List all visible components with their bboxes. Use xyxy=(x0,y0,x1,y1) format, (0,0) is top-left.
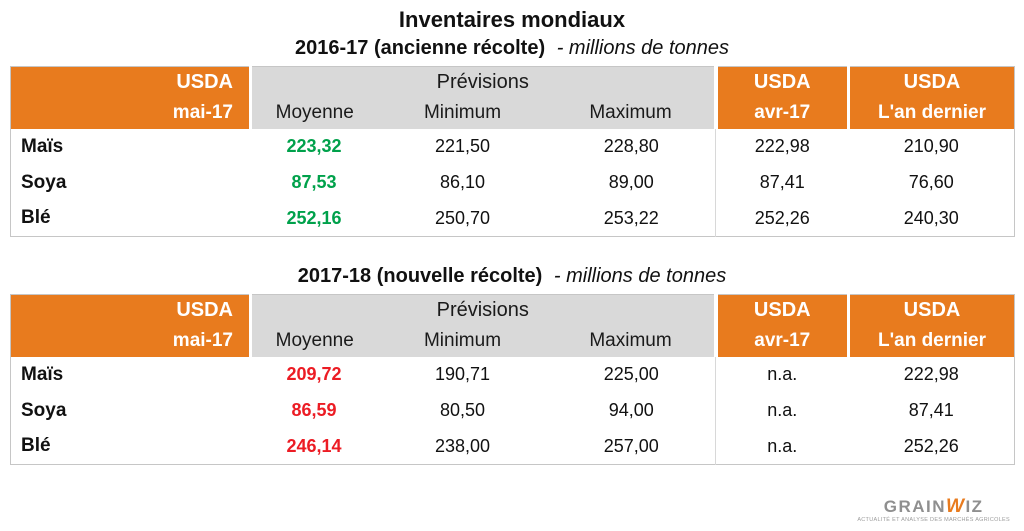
header-moyenne: Moyenne xyxy=(249,325,378,357)
subtitle-units-2017-18: - millions de tonnes xyxy=(553,265,727,287)
row-label: Maïs xyxy=(21,363,64,385)
cell-avr: n.a. xyxy=(715,392,849,429)
subtitle-2016-17: 2016-17 (ancienne récolte) - millions de… xyxy=(0,37,1024,60)
header-an-dernier: L'an dernier xyxy=(847,97,1015,129)
cell-dernier: 252,26 xyxy=(903,435,959,456)
cell-moyenne: 209,72 xyxy=(286,364,342,384)
grainwiz-logo: GRAINWIZ ACTUALITÉ ET ANALYSE DES MARCHÉ… xyxy=(857,496,1010,523)
header-usda-dernier: USDA xyxy=(847,66,1015,98)
inventory-table-2017-18: USDA Prévisions USDA USDA mai-17 Moyenne… xyxy=(10,294,1015,465)
header-previsions: Prévisions xyxy=(249,66,716,98)
header-an-dernier: L'an dernier xyxy=(847,325,1015,357)
table-wrap-2016-17: USDA Prévisions USDA USDA mai-17 Moyenne… xyxy=(10,66,1015,237)
header-usda-mai: USDA xyxy=(10,294,251,326)
table-row-ble: Blé 246,14 238,00 257,00 n.a. 252,26 xyxy=(11,428,1015,465)
cell-minimum: 221,50 xyxy=(434,136,491,156)
cell-moyenne: 223,32 xyxy=(286,136,342,156)
cell-moyenne: 87,53 xyxy=(291,172,337,192)
cell-maximum: 253,22 xyxy=(603,207,659,228)
cell-minimum: 86,10 xyxy=(439,172,486,192)
header-usda-avr: USDA xyxy=(713,66,849,98)
grainwiz-wordmark: GRAINWIZ xyxy=(857,496,1010,517)
logo-w-icon: W xyxy=(946,496,966,517)
row-label: Maïs xyxy=(21,135,64,157)
header-avr-17: avr-17 xyxy=(713,97,849,129)
table-row-mais: Maïs 209,72 190,71 225,00 n.a. 222,98 xyxy=(11,356,1015,393)
cell-dernier: 240,30 xyxy=(903,207,959,228)
cell-maximum: 94,00 xyxy=(608,400,654,420)
subtitle-units-2016-17: - millions de tonnes xyxy=(556,37,729,59)
table-row-mais: Maïs 223,32 221,50 228,80 222,98 210,90 xyxy=(11,128,1015,165)
cell-dernier: 76,60 xyxy=(908,172,954,192)
header-previsions: Prévisions xyxy=(249,294,716,326)
row-label: Blé xyxy=(21,435,51,457)
table-wrap-2017-18: USDA Prévisions USDA USDA mai-17 Moyenne… xyxy=(10,294,1015,465)
cell-maximum: 257,00 xyxy=(603,435,659,456)
cell-dernier: 222,98 xyxy=(903,364,959,384)
cell-minimum: 80,50 xyxy=(439,400,486,420)
header-usda-avr: USDA xyxy=(713,294,849,326)
page-title: Inventaires mondiaux xyxy=(398,7,626,32)
cell-maximum: 89,00 xyxy=(608,172,654,192)
cell-moyenne: 246,14 xyxy=(286,435,342,456)
row-label: Soya xyxy=(21,399,67,421)
header-row-top: USDA Prévisions USDA USDA xyxy=(10,294,1015,326)
cell-minimum: 190,71 xyxy=(434,364,491,384)
logo-iz-text: IZ xyxy=(965,497,984,516)
subtitle-season-2017-18: 2017-18 (nouvelle récolte) xyxy=(297,265,543,287)
header-avr-17: avr-17 xyxy=(713,325,849,357)
table-row-ble: Blé 252,16 250,70 253,22 252,26 240,30 xyxy=(11,200,1015,237)
cell-maximum: 228,80 xyxy=(603,136,659,156)
header-usda-mai: USDA xyxy=(10,66,251,98)
cell-maximum: 225,00 xyxy=(603,364,659,384)
header-maximum: Maximum xyxy=(547,325,716,357)
cell-avr: 252,26 xyxy=(715,200,849,237)
logo-grain-text: GRAIN xyxy=(883,497,947,516)
header-mai-17: mai-17 xyxy=(10,325,251,357)
row-label: Soya xyxy=(21,171,67,193)
header-minimum: Minimum xyxy=(377,97,548,129)
cell-dernier: 87,41 xyxy=(908,400,954,420)
header-row-sub: mai-17 Moyenne Minimum Maximum avr-17 L'… xyxy=(10,97,1015,129)
cell-dernier: 210,90 xyxy=(903,136,959,156)
cell-avr: n.a. xyxy=(715,428,849,465)
logo-caption: ACTUALITÉ ET ANALYSE DES MARCHÉS AGRICOL… xyxy=(857,517,1010,523)
table-row-soya: Soya 87,53 86,10 89,00 87,41 76,60 xyxy=(11,164,1015,201)
cell-moyenne: 86,59 xyxy=(291,400,337,420)
cell-avr: 87,41 xyxy=(715,164,849,201)
cell-minimum: 238,00 xyxy=(434,435,491,456)
header-minimum: Minimum xyxy=(377,325,548,357)
row-label: Blé xyxy=(21,207,51,229)
cell-moyenne: 252,16 xyxy=(286,207,342,228)
cell-avr: 222,98 xyxy=(715,128,849,165)
header-row-top: USDA Prévisions USDA USDA xyxy=(10,66,1015,98)
subtitle-season-2016-17: 2016-17 (ancienne récolte) xyxy=(295,37,546,59)
header-row-sub: mai-17 Moyenne Minimum Maximum avr-17 L'… xyxy=(10,325,1015,357)
header-moyenne: Moyenne xyxy=(249,97,378,129)
table-row-soya: Soya 86,59 80,50 94,00 n.a. 87,41 xyxy=(11,392,1015,429)
cell-minimum: 250,70 xyxy=(434,207,491,228)
header-maximum: Maximum xyxy=(547,97,716,129)
header-mai-17: mai-17 xyxy=(10,97,251,129)
header-usda-dernier: USDA xyxy=(847,294,1015,326)
subtitle-2017-18: 2017-18 (nouvelle récolte) - millions de… xyxy=(0,265,1024,288)
cell-avr: n.a. xyxy=(715,356,849,393)
inventory-table-2016-17: USDA Prévisions USDA USDA mai-17 Moyenne… xyxy=(10,66,1015,237)
